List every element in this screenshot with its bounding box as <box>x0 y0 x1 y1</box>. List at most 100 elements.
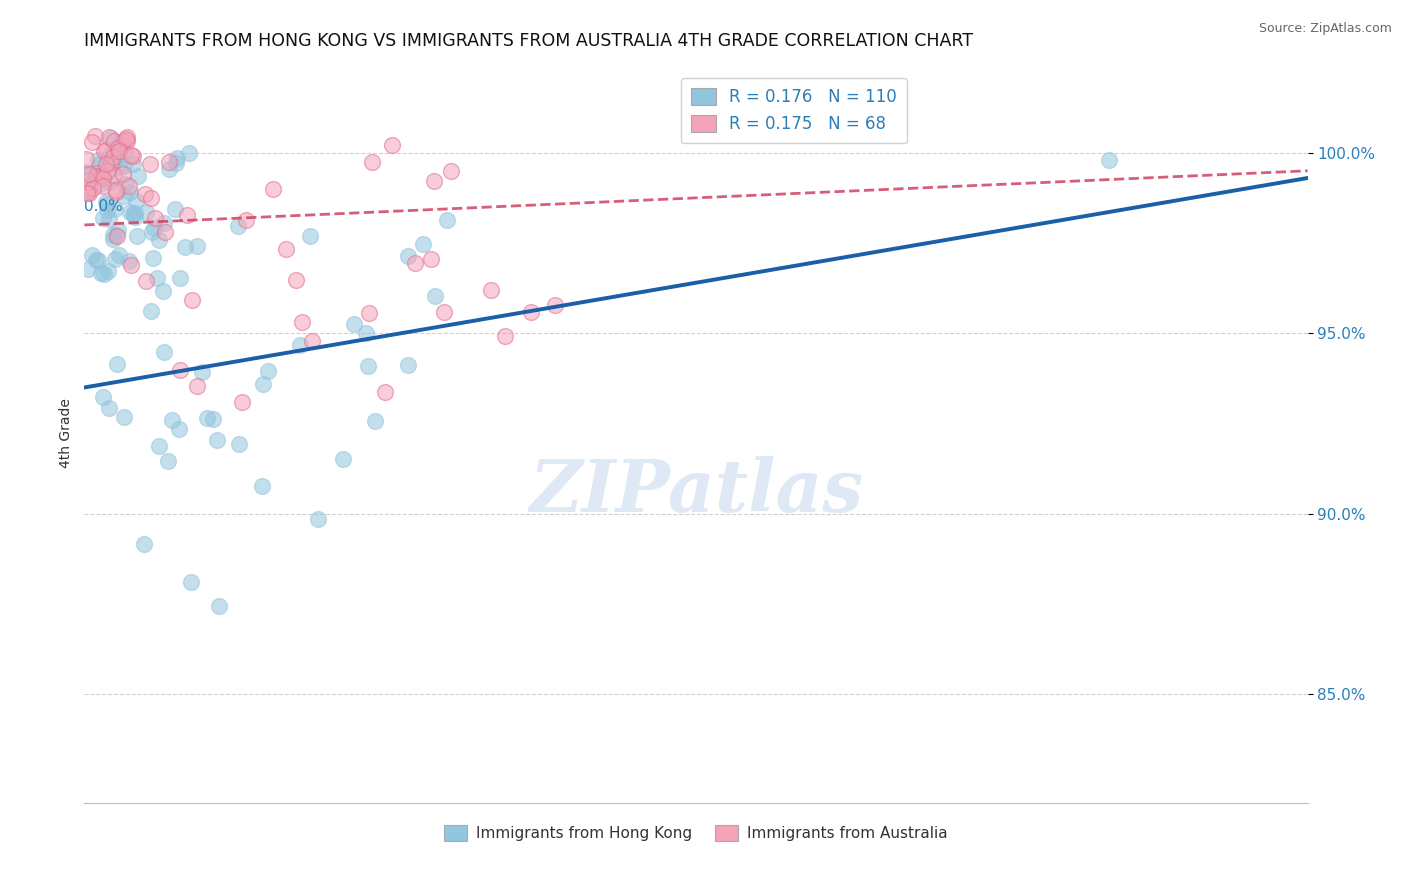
Point <box>108 136 131 150</box>
Point <box>107 247 129 261</box>
Point <box>76 184 98 198</box>
Point <box>90 266 112 280</box>
Point <box>165 156 187 170</box>
Point <box>96 196 118 211</box>
Point <box>76 262 98 277</box>
Point <box>381 138 404 153</box>
Point <box>91 211 114 226</box>
Point <box>103 149 125 163</box>
Point <box>494 329 516 343</box>
Point <box>301 334 323 348</box>
Point <box>252 377 274 392</box>
Point <box>125 194 148 208</box>
Point <box>103 134 125 148</box>
Point <box>100 154 122 169</box>
Y-axis label: 4th Grade: 4th Grade <box>59 398 73 467</box>
Point <box>114 144 136 158</box>
Point <box>75 165 97 179</box>
Point <box>139 191 162 205</box>
Point <box>165 202 187 216</box>
Point <box>157 154 180 169</box>
Point <box>307 511 329 525</box>
Point <box>98 148 121 162</box>
Point <box>96 203 118 218</box>
Text: 0.0%: 0.0% <box>84 200 124 214</box>
Point <box>96 164 118 178</box>
Point <box>201 411 224 425</box>
Point <box>262 182 284 196</box>
Point <box>75 153 97 167</box>
Point <box>186 379 208 393</box>
Point <box>86 166 108 180</box>
Point <box>357 359 380 373</box>
Point <box>115 132 138 146</box>
Point <box>139 303 162 318</box>
Point <box>89 177 111 191</box>
Point <box>135 205 157 219</box>
Point <box>153 226 176 240</box>
Point <box>139 157 162 171</box>
Point <box>105 153 128 167</box>
Point <box>228 437 250 451</box>
Point <box>100 131 122 145</box>
Point <box>94 143 117 157</box>
Point <box>205 433 228 447</box>
Point <box>97 212 120 227</box>
Point <box>363 414 385 428</box>
Point <box>125 228 148 243</box>
Legend: Immigrants from Hong Kong, Immigrants from Australia: Immigrants from Hong Kong, Immigrants fr… <box>437 819 955 847</box>
Point <box>127 169 149 183</box>
Point <box>208 599 231 613</box>
Point <box>111 167 134 181</box>
Point <box>103 154 125 169</box>
Point <box>94 157 117 171</box>
Text: Source: ZipAtlas.com: Source: ZipAtlas.com <box>1258 22 1392 36</box>
Point <box>94 160 117 174</box>
Point <box>118 186 141 200</box>
Point <box>134 186 156 201</box>
Point <box>103 227 125 242</box>
Point <box>167 422 190 436</box>
Point <box>86 169 108 183</box>
Point <box>114 177 136 191</box>
Point <box>398 358 420 372</box>
Point <box>112 409 135 424</box>
Point <box>179 145 201 160</box>
Point <box>77 186 100 200</box>
Point <box>124 211 146 225</box>
Point <box>103 232 125 246</box>
Point <box>98 129 121 144</box>
Point <box>195 411 218 425</box>
Point <box>79 167 101 181</box>
Point <box>103 169 125 183</box>
Point <box>174 240 197 254</box>
Point <box>285 273 308 287</box>
Point <box>93 267 115 281</box>
Point <box>250 479 273 493</box>
Point <box>186 239 208 253</box>
Point <box>120 259 142 273</box>
Point <box>120 148 142 162</box>
Point <box>290 338 312 352</box>
Point <box>105 229 128 244</box>
Point <box>121 149 143 163</box>
Point <box>148 439 170 453</box>
Point <box>135 274 157 288</box>
Point <box>398 249 420 263</box>
Point <box>160 413 183 427</box>
Point <box>105 227 128 242</box>
Point <box>122 157 145 171</box>
Point <box>152 285 174 299</box>
Point <box>423 173 446 187</box>
Point <box>112 135 135 149</box>
Point <box>257 364 280 378</box>
Point <box>117 130 139 145</box>
Point <box>354 326 377 340</box>
Point <box>80 248 103 262</box>
Point <box>143 220 166 235</box>
Point <box>1098 153 1121 167</box>
Point <box>404 256 426 270</box>
Point <box>104 186 127 200</box>
Point <box>112 189 135 203</box>
Point <box>98 175 121 189</box>
